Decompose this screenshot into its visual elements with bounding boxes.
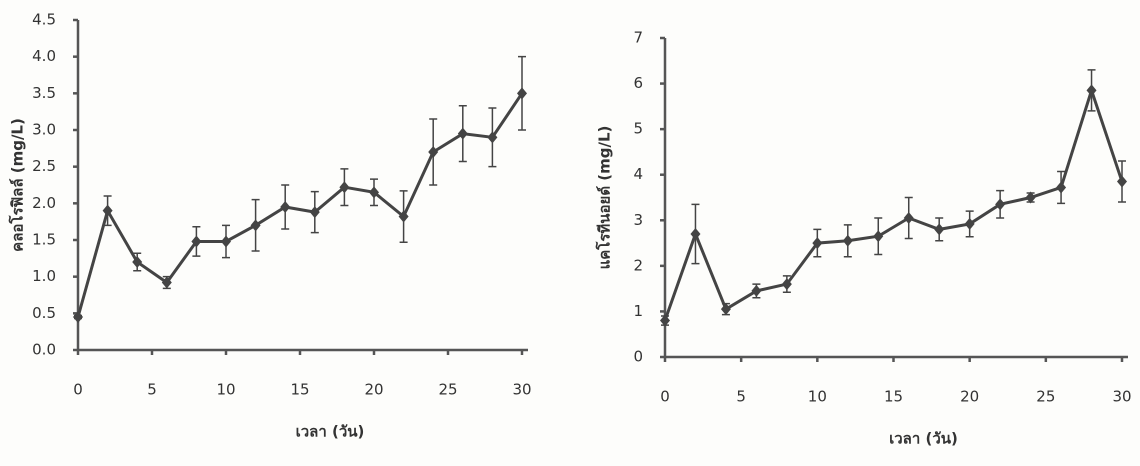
y-tick-label: 2.5 xyxy=(32,157,56,175)
x-tick-label: 30 xyxy=(1112,388,1131,406)
y-tick-label: 3.5 xyxy=(32,84,56,102)
point xyxy=(1117,176,1127,188)
point xyxy=(995,198,1005,210)
x-axis-label: เวลา (วัน) xyxy=(296,423,365,441)
point xyxy=(721,303,731,315)
y-tick-label: 5 xyxy=(633,120,643,138)
x-tick-label: 10 xyxy=(808,388,827,406)
point xyxy=(934,223,944,235)
figure: 0.00.51.01.52.02.53.03.54.04.50510152025… xyxy=(0,0,1140,466)
point xyxy=(873,230,883,242)
data-line xyxy=(665,90,1122,320)
y-tick-label: 1.5 xyxy=(32,231,56,249)
y-tick-label: 1 xyxy=(633,302,643,320)
x-tick-label: 25 xyxy=(1036,388,1055,406)
y-tick-label: 0 xyxy=(633,348,643,366)
y-tick-label: 6 xyxy=(633,74,643,92)
point xyxy=(280,201,290,213)
y-tick-label: 0.5 xyxy=(32,304,56,322)
x-tick-label: 0 xyxy=(660,388,670,406)
point xyxy=(251,219,261,231)
page: {"chart_data": [ {"type": "line", "ylabe… xyxy=(0,0,1140,466)
point xyxy=(1056,181,1066,193)
y-tick-label: 4 xyxy=(633,165,643,183)
y-tick-label: 1.0 xyxy=(32,267,56,285)
x-axis-label: เวลา (วัน) xyxy=(889,430,958,448)
x-tick-label: 5 xyxy=(736,388,746,406)
point xyxy=(221,235,231,247)
y-axis-label: แคโรทีนอยด์ (mg/L) xyxy=(595,126,614,270)
point xyxy=(965,218,975,230)
y-tick-label: 4.0 xyxy=(32,47,56,65)
x-tick-label: 15 xyxy=(290,381,309,399)
point xyxy=(1087,84,1097,96)
y-tick-label: 2 xyxy=(633,256,643,274)
x-tick-label: 5 xyxy=(147,381,157,399)
point xyxy=(690,228,700,240)
x-tick-label: 30 xyxy=(512,381,531,399)
y-axis-label: คลอโรฟิลล์ (mg/L) xyxy=(8,118,27,252)
point xyxy=(843,235,853,247)
y-tick-label: 0.0 xyxy=(32,341,56,359)
data-line xyxy=(78,93,522,317)
y-tick-label: 2.0 xyxy=(32,194,56,212)
x-tick-label: 10 xyxy=(216,381,235,399)
point xyxy=(458,128,468,140)
x-tick-label: 15 xyxy=(884,388,903,406)
y-tick-label: 3.0 xyxy=(32,121,56,139)
y-tick-label: 4.5 xyxy=(32,11,56,29)
x-tick-label: 25 xyxy=(438,381,457,399)
point xyxy=(751,285,761,297)
point xyxy=(904,212,914,224)
y-tick-label: 7 xyxy=(633,29,643,47)
x-tick-label: 20 xyxy=(364,381,383,399)
x-tick-label: 0 xyxy=(73,381,83,399)
y-tick-label: 3 xyxy=(633,211,643,229)
x-tick-label: 20 xyxy=(960,388,979,406)
